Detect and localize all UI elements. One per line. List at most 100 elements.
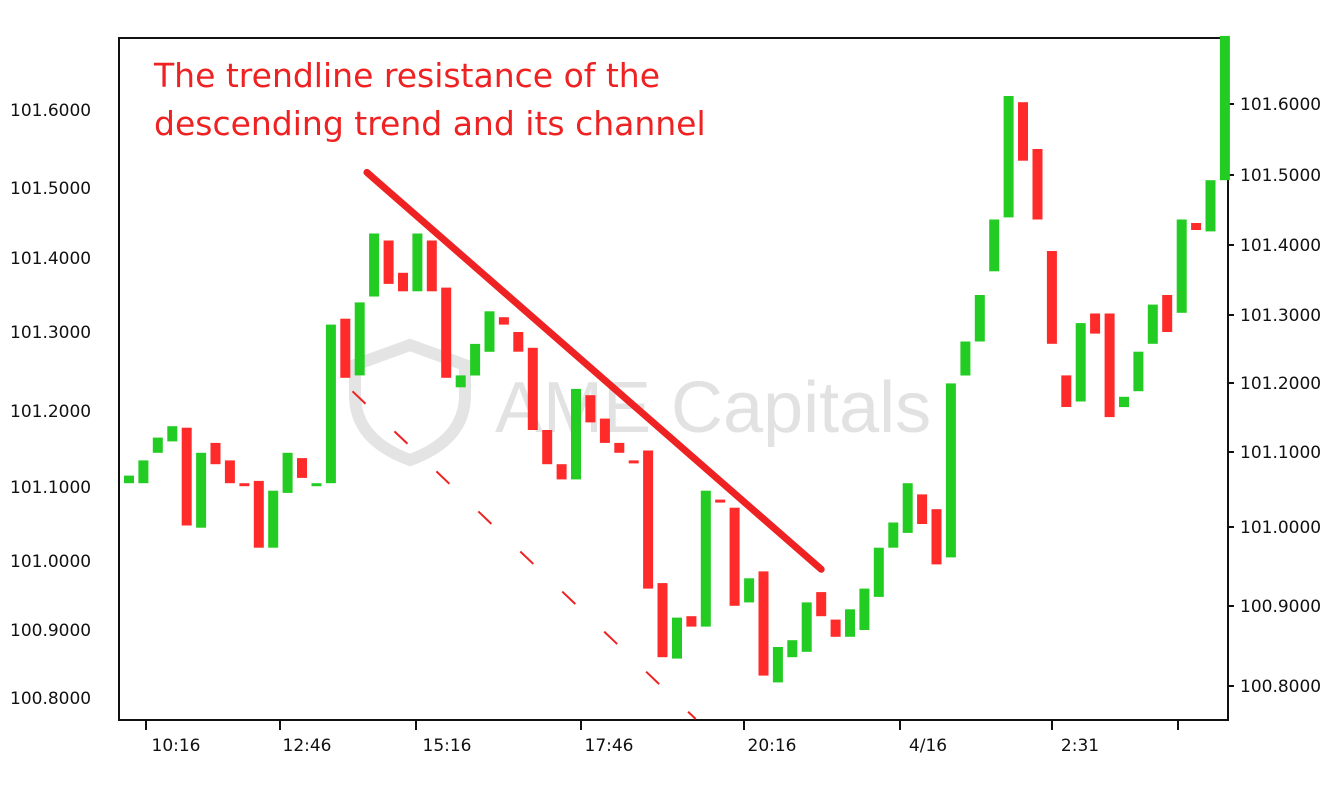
candle-up <box>873 547 884 597</box>
y-right-tick-label: 101.4000 <box>1240 236 1321 256</box>
trendline-resistance <box>363 168 825 573</box>
y-right-tick-label: 100.9000 <box>1240 597 1321 617</box>
y-axis-left: 101.6000 101.5000 101.4000 101.3000 101.2000… <box>10 101 91 709</box>
y-right-tick-label: 101.5000 <box>1240 166 1321 186</box>
candle-down <box>931 509 942 565</box>
candle-up <box>1147 304 1158 344</box>
x-tick-label: 10:16 <box>152 736 201 756</box>
channel-line-dashed <box>351 390 697 720</box>
candle-down <box>1046 251 1057 344</box>
candle-up <box>902 483 913 533</box>
candle-up <box>945 383 956 558</box>
candle-up <box>1003 96 1014 218</box>
candle-down <box>1090 313 1101 334</box>
plot-frame <box>118 37 1229 721</box>
candle-up <box>744 578 755 603</box>
trendline-group <box>363 168 825 573</box>
candle-up <box>282 452 293 493</box>
y-left-tick-label: 101.6000 <box>10 101 91 121</box>
candle-up <box>484 311 495 352</box>
candle-up <box>1075 323 1086 402</box>
y-left-tick-label: 100.9000 <box>10 621 91 641</box>
candle-up <box>369 233 380 297</box>
candle-up <box>1133 351 1144 392</box>
candle-up <box>455 375 466 388</box>
candle-down <box>1162 295 1173 332</box>
candle-down <box>657 583 668 658</box>
candle-up <box>989 219 1000 272</box>
y-left-tick-label: 100.8000 <box>10 689 91 709</box>
candle-down <box>527 347 538 430</box>
candle-down <box>686 616 697 627</box>
candle-down <box>614 442 625 453</box>
candle-down <box>224 460 235 484</box>
shield-icon <box>349 338 471 467</box>
candle-up <box>801 602 812 652</box>
candle-down <box>556 464 567 480</box>
y-right-tick-label: 101.0000 <box>1240 518 1321 538</box>
candle-down <box>181 427 192 526</box>
y-left-tick-label: 101.2000 <box>10 402 91 422</box>
y-right-tick-label: 101.2000 <box>1240 374 1321 394</box>
candle-down <box>253 480 264 548</box>
candle-down <box>383 240 394 284</box>
candle-down <box>1061 375 1072 407</box>
candle-down <box>498 317 509 325</box>
candle-up <box>412 233 423 292</box>
y-left-tick-label: 101.0000 <box>10 552 91 572</box>
y-left-tick-label: 101.5000 <box>10 179 91 199</box>
candle-down <box>239 483 250 487</box>
candle-down <box>599 418 610 443</box>
x-tick-label: 2:31 <box>1061 736 1099 756</box>
candle-up <box>700 490 711 627</box>
candle-up <box>311 483 322 487</box>
x-axis: 10:16 12:46 15:16 17:46 20:16 4/16 2:31 <box>145 720 1179 756</box>
candle-down <box>297 458 307 478</box>
candle-down <box>1191 223 1202 230</box>
candle-up <box>268 490 279 548</box>
candle-down <box>1018 102 1028 161</box>
candle-down <box>1032 149 1043 220</box>
candle-down <box>340 318 351 378</box>
annotation-line-1: The trendline resistance of the <box>153 56 660 95</box>
candle-down <box>715 499 726 503</box>
candle-up <box>845 609 855 637</box>
candle-up <box>571 388 581 480</box>
candle-up <box>1205 180 1216 232</box>
x-tick-label: 15:16 <box>423 736 472 756</box>
x-tick-label: 4/16 <box>909 736 947 756</box>
candle-down <box>585 395 596 423</box>
watermark: AME Capitals <box>349 338 931 467</box>
candle-down <box>210 442 221 465</box>
watermark-text: AME Capitals <box>495 368 931 448</box>
y-left-tick-label: 101.4000 <box>10 249 91 269</box>
y-axis-right: 101.6000 101.5000 101.4000 101.3000 101.2000… <box>1228 95 1321 697</box>
y-left-tick-label: 101.3000 <box>10 323 91 343</box>
candle-down <box>542 430 553 465</box>
candle-up <box>787 640 798 658</box>
candle-down <box>643 450 654 589</box>
candle-up <box>325 324 336 484</box>
candle-up <box>470 343 481 376</box>
candle-down <box>513 332 524 352</box>
candle-up <box>974 295 985 342</box>
candle-up <box>138 460 149 484</box>
candle-down <box>917 494 928 524</box>
candle-down <box>398 272 408 292</box>
candle-up <box>1119 396 1129 408</box>
y-right-tick-label: 101.1000 <box>1240 443 1321 463</box>
candle-up <box>124 475 134 484</box>
candle-down <box>1104 313 1115 418</box>
candle-up <box>167 426 178 442</box>
candle-up <box>354 302 365 376</box>
annotation-line-2: descending trend and its channel <box>154 104 706 143</box>
candle-down <box>816 592 827 617</box>
x-tick-label: 12:46 <box>283 736 332 756</box>
candle-up <box>888 522 899 548</box>
candle-down <box>830 619 841 637</box>
candle-down <box>441 287 452 378</box>
x-tick-label: 20:16 <box>748 736 797 756</box>
candle-down <box>758 571 769 676</box>
y-right-tick-label: 101.3000 <box>1240 306 1321 326</box>
